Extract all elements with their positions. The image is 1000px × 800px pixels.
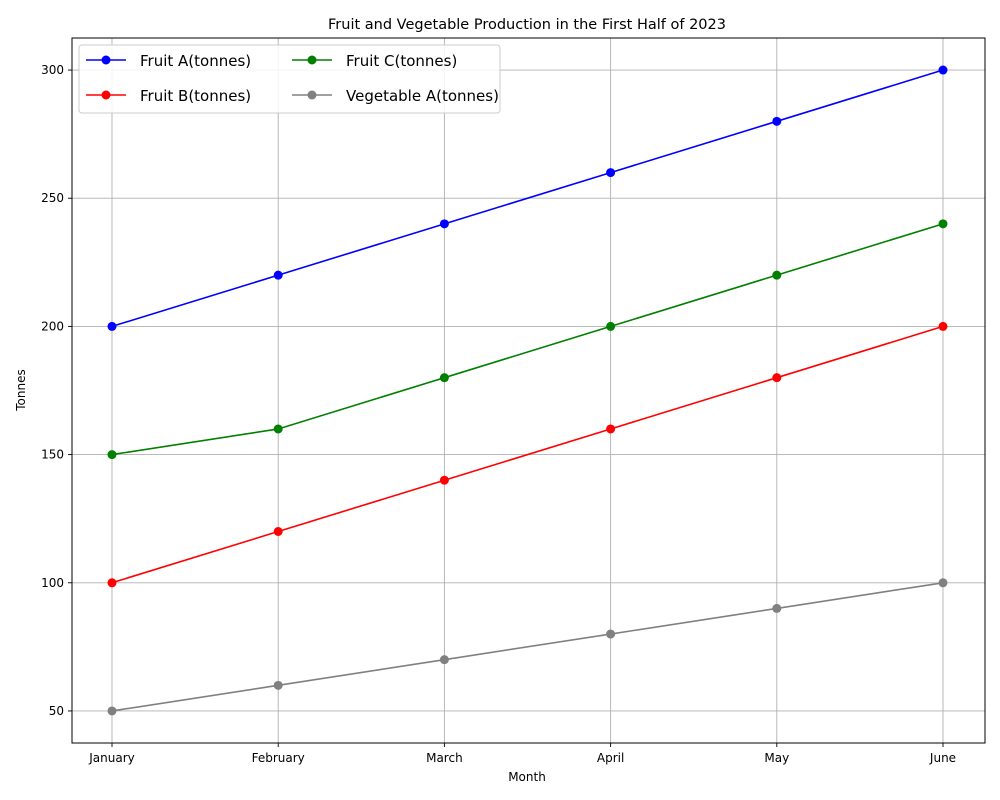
x-axis-ticks: January February March April May June	[88, 743, 956, 765]
series-layer	[107, 65, 948, 716]
data-point	[439, 475, 449, 485]
x-axis-label: Month	[508, 770, 546, 784]
y-axis-ticks: 50 100 150 200 250 300	[41, 63, 72, 718]
chart-title: Fruit and Vegetable Production in the Fi…	[328, 17, 726, 33]
data-point	[606, 168, 616, 178]
legend-label: Fruit B(tonnes)	[140, 87, 251, 105]
legend: Fruit A(tonnes) Fruit B(tonnes) Fruit C(to…	[78, 44, 501, 114]
data-point	[273, 270, 283, 280]
plot-frame	[71, 37, 986, 744]
data-point	[107, 706, 117, 716]
x-tick-label: April	[597, 751, 624, 765]
series-fruit-b-tonnes	[107, 321, 948, 588]
data-point	[938, 65, 948, 75]
y-tick-label: 50	[49, 704, 64, 718]
data-point	[606, 321, 616, 331]
data-point	[107, 450, 117, 460]
legend-label: Fruit A(tonnes)	[140, 52, 251, 70]
series-fruit-a-tonnes	[107, 65, 948, 331]
data-point	[439, 655, 449, 665]
x-tick-label: May	[764, 751, 789, 765]
y-tick-label: 200	[41, 319, 64, 333]
x-tick-label: January	[88, 751, 135, 765]
grid	[72, 38, 985, 743]
data-point	[439, 219, 449, 229]
y-axis-label: Tonnes	[14, 369, 28, 411]
data-point	[938, 321, 948, 331]
data-point	[772, 603, 782, 613]
data-point	[273, 424, 283, 434]
data-point	[606, 424, 616, 434]
legend-entry-fruit-c-tonnes: Fruit C(tonnes)	[292, 52, 457, 70]
data-point	[439, 373, 449, 383]
series-fruit-c-tonnes	[107, 219, 948, 460]
y-tick-label: 250	[41, 191, 64, 205]
y-tick-label: 100	[41, 576, 64, 590]
data-point	[772, 373, 782, 383]
legend-box	[78, 44, 501, 114]
data-point	[273, 680, 283, 690]
x-tick-label: February	[252, 751, 305, 765]
x-tick-label: March	[426, 751, 463, 765]
legend-entry-vegetable-a-tonnes: Vegetable A(tonnes)	[292, 87, 499, 105]
data-point	[938, 219, 948, 229]
legend-marker	[307, 55, 317, 65]
x-tick-label: June	[929, 751, 956, 765]
legend-marker	[307, 90, 317, 100]
legend-label: Fruit C(tonnes)	[346, 52, 457, 70]
data-point	[772, 270, 782, 280]
series-line	[111, 325, 944, 584]
data-point	[107, 321, 117, 331]
y-tick-label: 300	[41, 63, 64, 77]
data-point	[606, 629, 616, 639]
series-line	[111, 581, 944, 712]
legend-entry-fruit-b-tonnes: Fruit B(tonnes)	[86, 87, 251, 105]
data-point	[938, 578, 948, 588]
series-vegetable-a-tonnes	[107, 578, 948, 716]
legend-entry-fruit-a-tonnes: Fruit A(tonnes)	[86, 52, 251, 70]
legend-label: Vegetable A(tonnes)	[346, 87, 499, 105]
data-point	[107, 578, 117, 588]
legend-marker	[101, 90, 111, 100]
series-line	[111, 69, 944, 328]
data-point	[772, 116, 782, 126]
data-point	[273, 527, 283, 536]
legend-marker	[101, 55, 111, 65]
series-line	[111, 223, 944, 456]
y-tick-label: 150	[41, 448, 64, 462]
